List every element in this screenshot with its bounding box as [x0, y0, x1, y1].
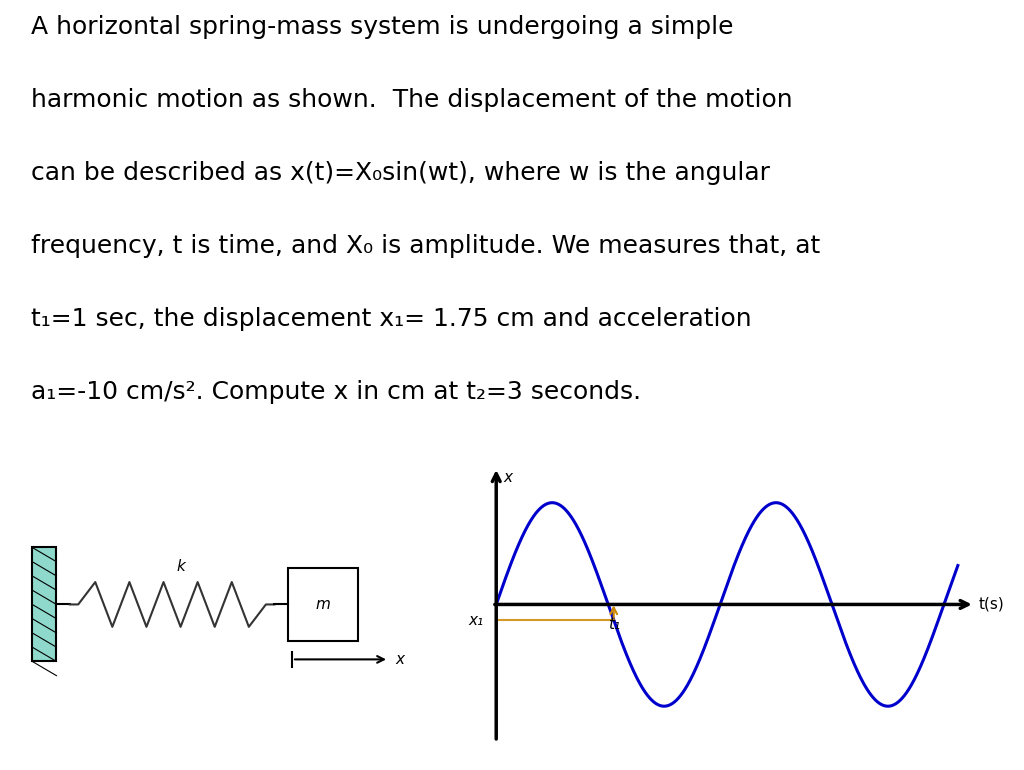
- Text: harmonic motion as shown.  The displacement of the motion: harmonic motion as shown. The displaceme…: [31, 89, 793, 112]
- Bar: [33, 547, 56, 661]
- Text: a₁=-10 cm/s². Compute x in cm at t₂=3 seconds.: a₁=-10 cm/s². Compute x in cm at t₂=3 se…: [31, 380, 641, 404]
- Text: m: m: [315, 597, 331, 612]
- Text: frequency, t is time, and X₀ is amplitude. We measures that, at: frequency, t is time, and X₀ is amplitud…: [31, 234, 820, 259]
- Text: x₁: x₁: [469, 613, 483, 628]
- Text: t₁=1 sec, the displacement x₁= 1.75 cm and acceleration: t₁=1 sec, the displacement x₁= 1.75 cm a…: [31, 307, 752, 331]
- Text: t(s): t(s): [979, 597, 1005, 612]
- Text: t₁: t₁: [607, 617, 620, 631]
- Text: x: x: [503, 470, 512, 485]
- Text: can be described as x(t)=X₀sin(wt), where w is the angular: can be described as x(t)=X₀sin(wt), wher…: [31, 162, 770, 186]
- Text: k: k: [176, 559, 185, 574]
- Text: A horizontal spring-mass system is undergoing a simple: A horizontal spring-mass system is under…: [31, 15, 733, 39]
- Text: x: x: [395, 652, 404, 667]
- Bar: [288, 567, 358, 641]
